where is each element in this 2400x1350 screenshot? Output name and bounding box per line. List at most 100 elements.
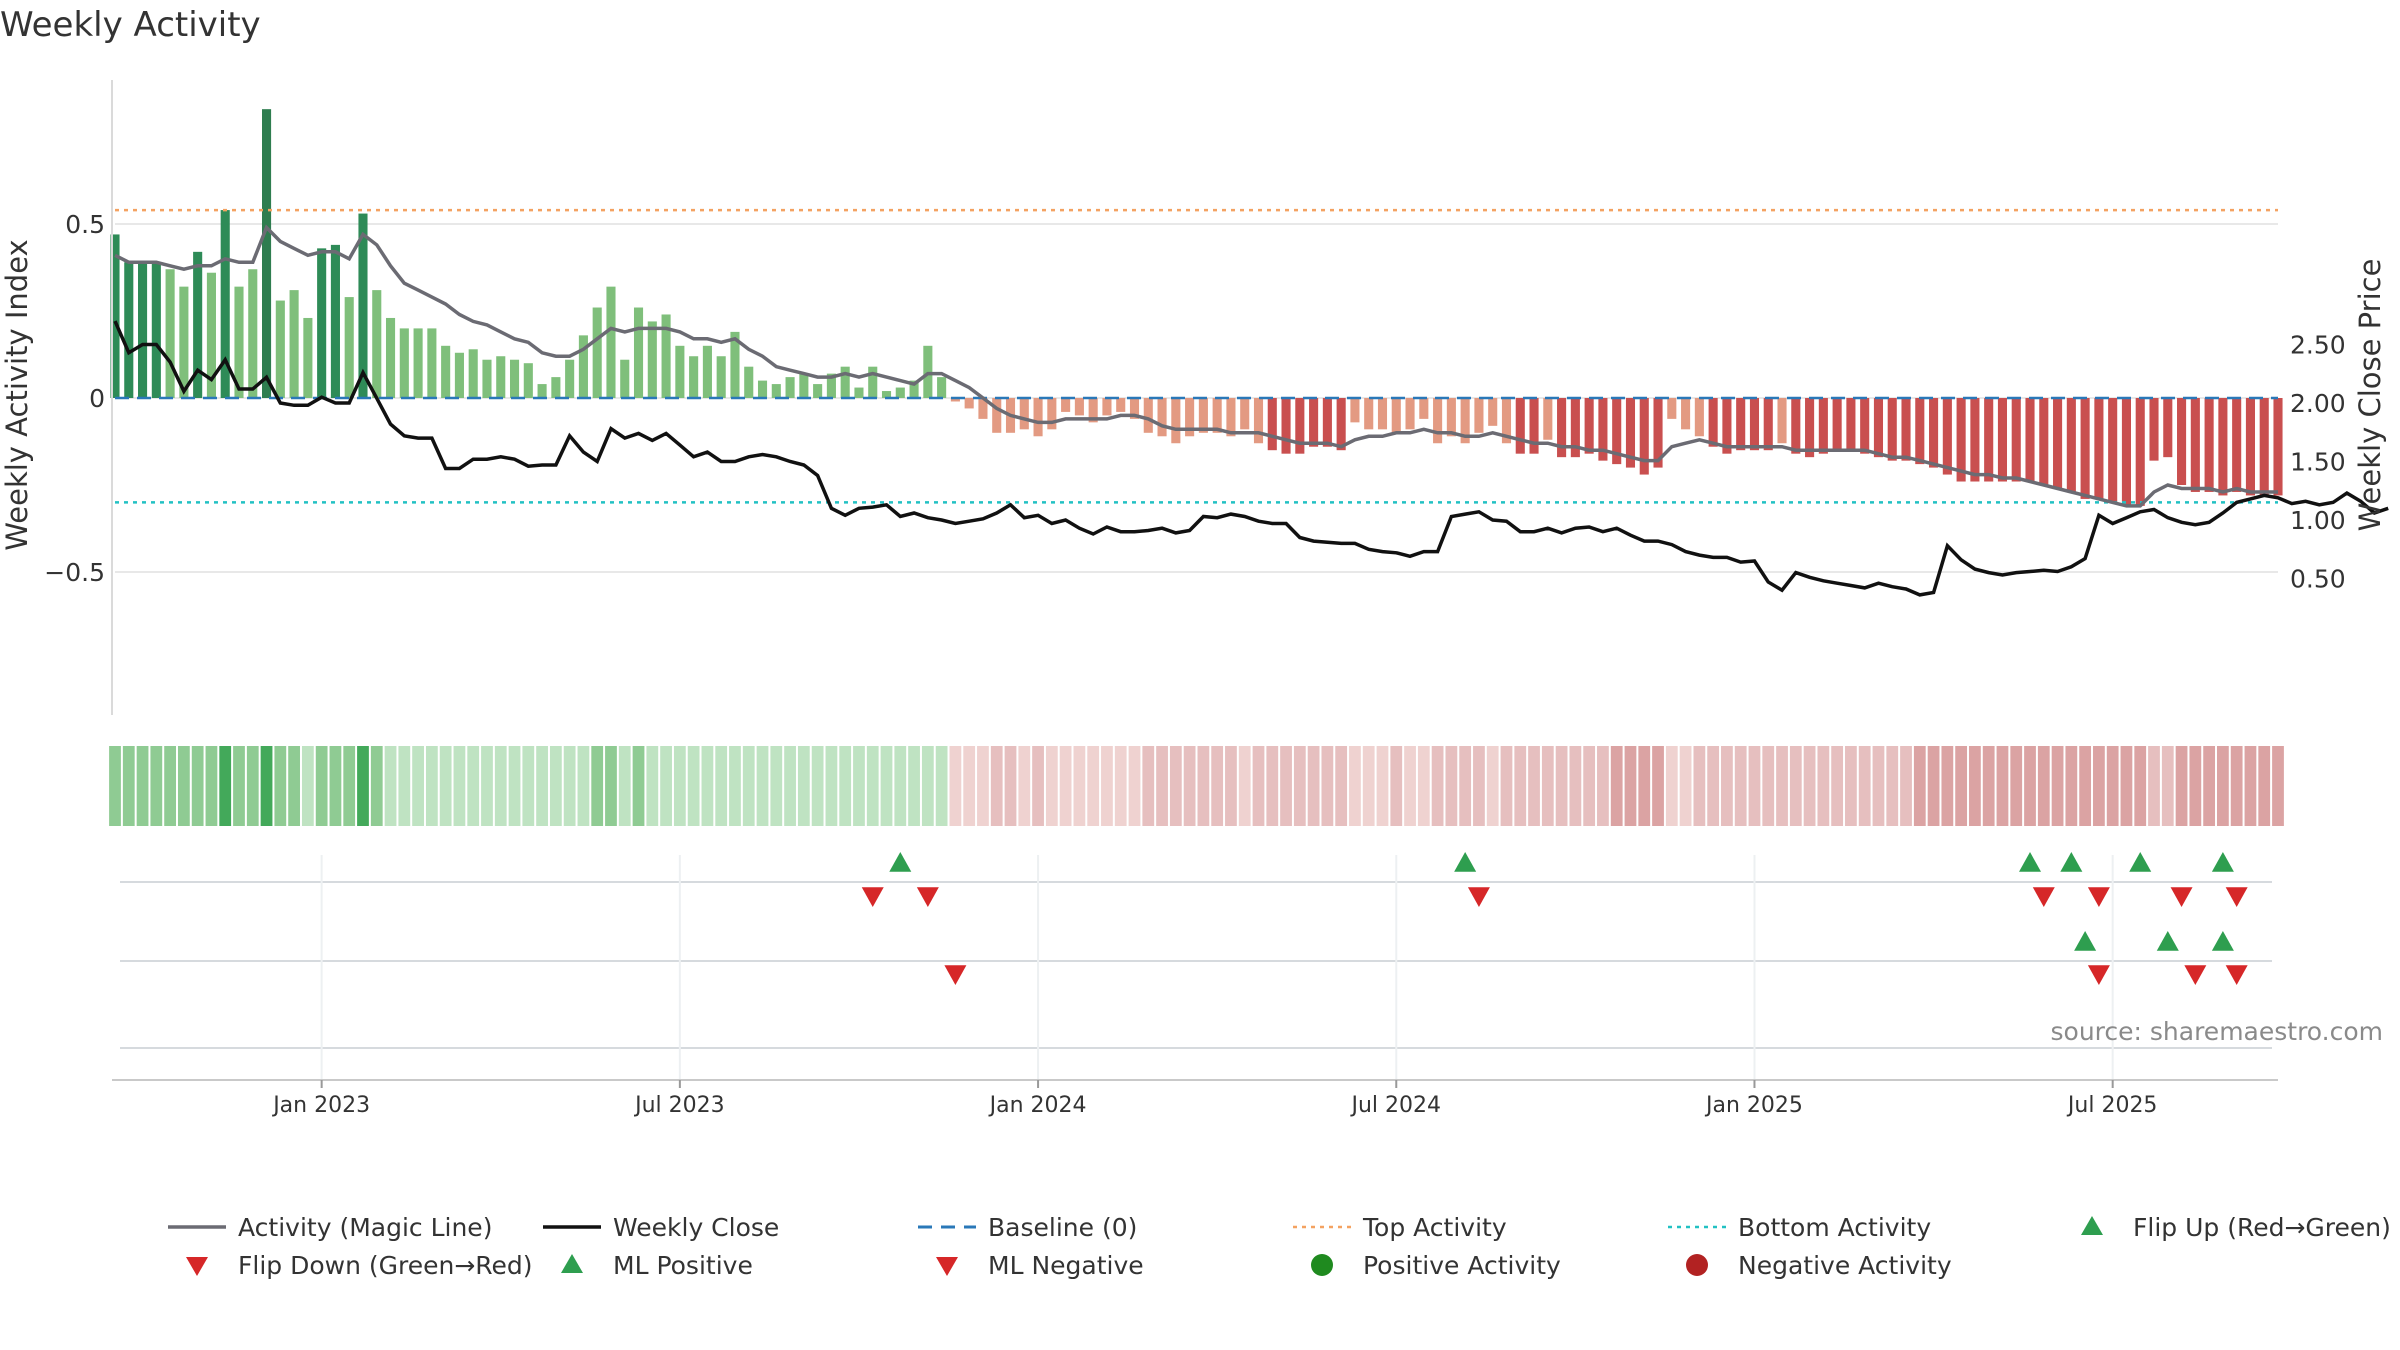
- activity-heat-cell: [2272, 746, 2284, 826]
- activity-bar: [1350, 398, 1360, 423]
- activity-heat-cell: [343, 746, 356, 826]
- activity-heat-cell: [467, 746, 480, 826]
- activity-bar: [1708, 398, 1718, 447]
- activity-bar: [1915, 398, 1925, 465]
- activity-bar: [689, 356, 699, 398]
- activity-heat-cell: [288, 746, 300, 826]
- activity-heat-cell: [357, 746, 369, 826]
- x-tick-label: Jan 2024: [988, 1093, 1087, 1118]
- activity-bar: [1639, 398, 1649, 475]
- activity-heat-cell: [1376, 746, 1389, 826]
- activity-bar: [262, 109, 272, 398]
- activity-bar: [799, 373, 809, 398]
- activity-bar: [1722, 398, 1732, 454]
- activity-heat-cell: [2065, 746, 2078, 826]
- activity-bar: [1970, 398, 1980, 482]
- activity-heat-cell: [1776, 746, 1788, 826]
- activity-bar: [193, 251, 203, 398]
- flip-up-marker: [2156, 931, 2179, 951]
- activity-heat-cell: [315, 746, 328, 826]
- legend-swatch: [2081, 1216, 2103, 1235]
- activity-heat-cell: [2203, 746, 2216, 826]
- activity-bar: [289, 290, 299, 398]
- activity-bar: [151, 262, 161, 398]
- activity-heat-cell: [1059, 746, 1072, 826]
- activity-bar: [1887, 398, 1897, 461]
- activity-heat-cell: [990, 746, 1003, 826]
- activity-bar: [1446, 398, 1456, 437]
- y-right-tick-label: 0.50: [2290, 565, 2346, 594]
- activity-heat-cell: [1293, 746, 1306, 826]
- activity-heat-cell: [164, 746, 176, 826]
- flip-down-marker: [2087, 887, 2110, 907]
- activity-bar: [744, 366, 754, 398]
- legend-swatch: [936, 1257, 958, 1276]
- activity-heat-cell: [1417, 746, 1430, 826]
- activity-heat-cell: [177, 746, 190, 826]
- activity-heat-cell: [1211, 746, 1224, 826]
- activity-bar: [730, 331, 740, 398]
- activity-heat-cell: [1845, 746, 1857, 826]
- activity-bar: [1322, 398, 1332, 447]
- activity-bar: [2163, 398, 2173, 458]
- activity-heat-cell: [1872, 746, 1885, 826]
- activity-bar: [661, 314, 671, 398]
- activity-bar: [496, 356, 506, 398]
- activity-bar: [1956, 398, 1966, 482]
- legend-label: Flip Up (Red→Green): [2133, 1213, 2391, 1242]
- activity-bar: [1198, 398, 1208, 433]
- activity-bar: [978, 398, 988, 419]
- flip-up-marker: [2211, 852, 2234, 872]
- activity-bar: [2149, 398, 2159, 461]
- activity-bar: [1212, 398, 1222, 433]
- activity-heat-cell: [1555, 746, 1568, 826]
- legend-label: Bottom Activity: [1738, 1213, 1931, 1242]
- activity-heat-cell: [301, 746, 314, 826]
- activity-heat-cell: [508, 746, 521, 826]
- activity-bar: [1901, 398, 1911, 461]
- activity-heat-cell: [1252, 746, 1265, 826]
- activity-heat-cell: [880, 746, 893, 826]
- activity-heat-cell: [1101, 746, 1113, 826]
- activity-heat-cell: [1624, 746, 1637, 826]
- activity-heat-cell: [977, 746, 989, 826]
- activity-bar: [1984, 398, 1994, 482]
- activity-heat-cell: [1431, 746, 1444, 826]
- activity-heat-cell: [1335, 746, 1348, 826]
- activity-heat-cell: [1762, 746, 1775, 826]
- activity-bar: [537, 384, 547, 398]
- activity-heat-cell: [2148, 746, 2160, 826]
- y-left-tick-label: −0.5: [44, 558, 105, 587]
- activity-bar: [234, 286, 244, 398]
- activity-bar: [1433, 398, 1443, 444]
- activity-heat-cell: [1225, 746, 1237, 826]
- activity-heat-cell: [246, 746, 259, 826]
- activity-heat-cell: [894, 746, 907, 826]
- activity-heat-cell: [2093, 746, 2105, 826]
- activity-bar: [964, 398, 974, 409]
- activity-heat-cell: [729, 746, 741, 826]
- activity-heat-cell: [742, 746, 755, 826]
- activity-bar: [1129, 398, 1140, 419]
- activity-bar: [1612, 398, 1622, 465]
- activity-bar: [2025, 398, 2035, 482]
- activity-heat-cell: [1514, 746, 1527, 826]
- activity-heat-cell: [1913, 746, 1926, 826]
- activity-bar: [757, 380, 768, 398]
- y-right-tick-label: 1.50: [2290, 448, 2346, 477]
- activity-bar: [2259, 398, 2269, 496]
- flip-up-marker: [2019, 852, 2042, 872]
- activity-bar: [950, 398, 960, 402]
- activity-heat-cell: [1321, 746, 1334, 826]
- activity-bar: [1997, 398, 2008, 482]
- activity-heat-cell: [2079, 746, 2092, 826]
- activity-bar: [275, 300, 285, 398]
- activity-heat-cell: [425, 746, 438, 826]
- activity-bar: [1515, 398, 1525, 454]
- activity-heat-cell: [481, 746, 493, 826]
- activity-heat-cell: [136, 746, 149, 826]
- activity-bar: [1749, 398, 1760, 451]
- activity-heat-cell: [1721, 746, 1733, 826]
- activity-heat-cell: [2120, 746, 2133, 826]
